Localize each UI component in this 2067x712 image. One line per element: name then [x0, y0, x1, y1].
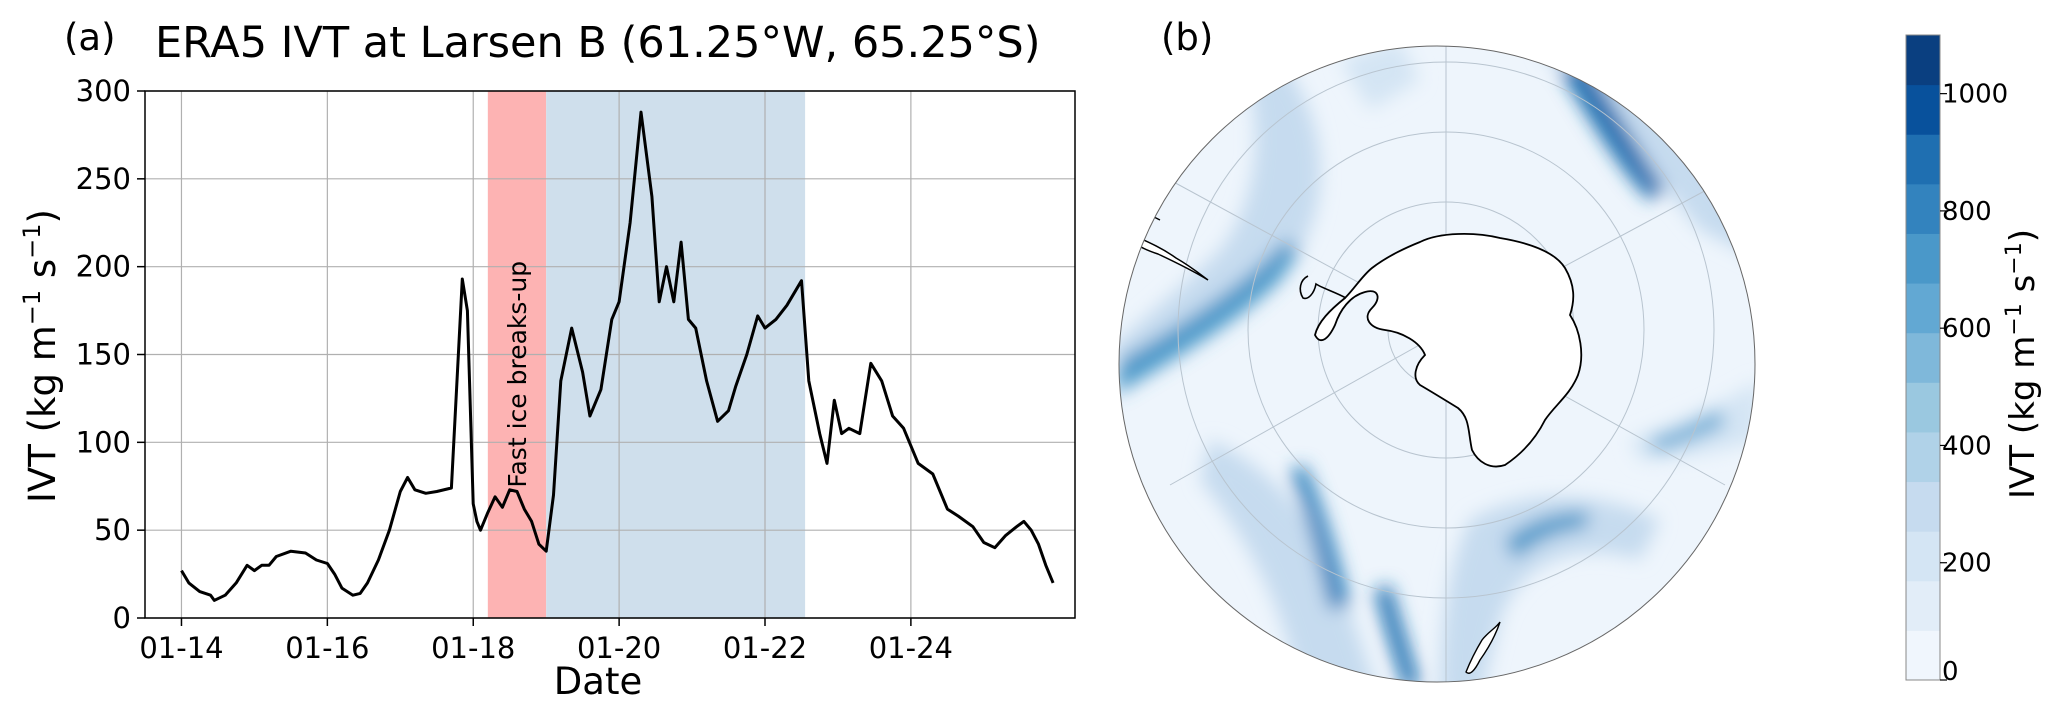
y-axis-label: IVT (kg m−1 s−1) — [18, 209, 64, 503]
y-tick-label-0: 0 — [113, 601, 131, 635]
polar-map — [1119, 46, 1755, 682]
x-axis-label: Date — [554, 660, 642, 703]
colorbar-ticks: 0 200 400 600 800 1000 — [1940, 80, 2008, 687]
y-tick-label-2: 100 — [76, 425, 131, 459]
panel-a-label: (a) — [64, 16, 116, 59]
colorbar-step-4 — [1906, 431, 1940, 483]
colorbar-step-1 — [1906, 580, 1940, 631]
new-zealand-coastline — [1465, 621, 1501, 674]
x-axis-ticks: 01-14 01-16 01-18 01-20 01-22 01-24 — [139, 618, 953, 665]
ivt-core-south — [1375, 585, 1420, 682]
colorbar-tick-label-0: 0 — [1942, 657, 1959, 687]
ivt-core-west — [1119, 240, 1300, 395]
colorbar-step-0 — [1906, 630, 1940, 681]
chart-title: ERA5 IVT at Larsen B (61.25°W, 65.25°S) — [155, 18, 1041, 68]
antarctica-coastline — [1314, 233, 1583, 468]
panel-b: (b) — [1118, 16, 2043, 687]
ivt-core-southeast — [1505, 511, 1590, 560]
y-tick-label-1: 50 — [94, 513, 131, 547]
colorbar-tick-label-4: 800 — [1942, 197, 1992, 227]
y-tick-label-3: 150 — [76, 338, 131, 372]
annotation-fast-ice: Fast ice breaks-up — [503, 261, 532, 488]
panel-b-label: (b) — [1161, 16, 1213, 59]
y-tick-label-6: 300 — [76, 74, 131, 108]
ivt-band-southwest — [1200, 440, 1380, 682]
y-axis-ticks: 0 50 100 150 200 250 300 — [76, 74, 145, 635]
colorbar — [1905, 34, 1941, 681]
ivt-core-east — [1650, 410, 1725, 452]
colorbar-tick-label-1: 200 — [1942, 549, 1992, 579]
ivt-band-south — [1440, 496, 1660, 682]
ivt-band-north — [1340, 46, 1420, 110]
colorbar-step-3 — [1906, 481, 1940, 532]
colorbar-tick-label-5: 1000 — [1942, 80, 2008, 110]
colorbar-step-12 — [1906, 35, 1940, 86]
colorbar-step-2 — [1906, 531, 1940, 582]
x-tick-label-3: 01-20 — [577, 631, 661, 665]
plot-frame — [144, 90, 1076, 619]
colorbar-tick-label-3: 600 — [1942, 314, 1992, 344]
x-tick-label-5: 01-24 — [869, 631, 953, 665]
colorbar-step-5 — [1906, 382, 1940, 433]
y-tick-label-5: 250 — [76, 162, 131, 196]
x-tick-label-2: 01-18 — [431, 631, 515, 665]
colorbar-label: IVT (kg m−1 s−1) — [2002, 229, 2043, 499]
colorbar-step-6 — [1906, 332, 1940, 383]
colorbar-step-9 — [1906, 183, 1940, 234]
panel-a: (a) ERA5 IVT at Larsen B (61.25°W, 65.25… — [18, 16, 1076, 703]
x-tick-label-0: 01-14 — [139, 631, 223, 665]
colorbar-tick-label-2: 400 — [1942, 431, 1992, 461]
colorbar-step-7 — [1906, 283, 1940, 334]
x-tick-label-4: 01-22 — [723, 631, 807, 665]
y-tick-label-4: 200 — [76, 250, 131, 284]
map-boundary — [1118, 45, 1756, 683]
ivt-band-west — [1119, 46, 1321, 380]
antarctic-peninsula — [1299, 275, 1347, 300]
ivt-core-northeast — [1560, 60, 1665, 200]
colorbar-step-10 — [1906, 134, 1940, 185]
colorbar-frame — [1905, 34, 1941, 681]
series-line-ivt — [180, 110, 1055, 602]
colorbar-step-11 — [1906, 84, 1940, 135]
colorbar-step-8 — [1906, 233, 1940, 284]
x-tick-label-1: 01-16 — [285, 631, 369, 665]
